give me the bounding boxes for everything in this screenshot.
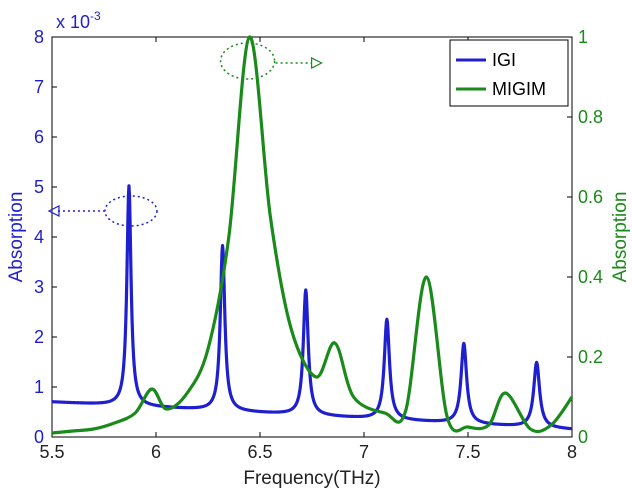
x-tick-label-0: 5.5 — [39, 442, 64, 462]
series-line-migim — [51, 35, 574, 435]
left-tick-label-8: 8 — [34, 27, 44, 47]
series-line-igi — [50, 184, 574, 431]
right-axis-ticks: 0 0.2 0.4 0.6 0.8 1 — [567, 27, 603, 447]
annotation-layer — [47, 42, 323, 227]
x-tick-label-4: 7.5 — [455, 442, 480, 462]
legend: IGI MIGIM — [449, 39, 569, 107]
right-tick-label-5: 1 — [578, 27, 588, 47]
migim-annotation-ellipse — [219, 42, 276, 80]
x-axis-label: Frequency(THz) — [243, 468, 380, 489]
left-tick-label-3: 3 — [34, 277, 44, 297]
right-tick-label-3: 0.6 — [578, 187, 603, 207]
x-axis-ticks: 5.5 6 6.5 7 7.5 8 — [39, 37, 577, 462]
left-tick-label-7: 7 — [34, 77, 44, 97]
y-axis-label-left: Absorption — [6, 192, 27, 283]
left-axis-ticks: 0 1 2 3 4 5 6 7 8 — [34, 27, 57, 447]
series-layer — [50, 35, 574, 435]
left-axis-multiplier-base: x 10 — [56, 12, 90, 32]
right-tick-label-4: 0.8 — [578, 107, 603, 127]
igi-annotation-ellipse — [104, 195, 158, 227]
legend-box — [449, 39, 569, 107]
x-tick-label-1: 6 — [151, 442, 161, 462]
left-axis-multiplier-exponent: -3 — [90, 9, 101, 23]
left-tick-label-0: 0 — [34, 427, 44, 447]
left-tick-label-5: 5 — [34, 177, 44, 197]
igi-annotation-arrow-head — [47, 205, 60, 217]
left-tick-label-2: 2 — [34, 327, 44, 347]
left-tick-label-1: 1 — [34, 377, 44, 397]
y-axis-label-right: Absorption — [610, 192, 631, 283]
right-tick-label-2: 0.4 — [578, 267, 603, 287]
left-tick-label-6: 6 — [34, 127, 44, 147]
right-tick-label-0: 0 — [578, 427, 588, 447]
legend-label-migim: MIGIM — [492, 79, 546, 99]
x-tick-label-5: 8 — [567, 442, 577, 462]
migim-annotation-arrow-head — [311, 57, 323, 69]
left-tick-label-4: 4 — [34, 227, 44, 247]
x-tick-label-3: 7 — [359, 442, 369, 462]
left-axis-multiplier: x 10-3 — [56, 9, 101, 32]
legend-label-igi: IGI — [492, 50, 516, 70]
x-tick-label-2: 6.5 — [247, 442, 272, 462]
right-tick-label-1: 0.2 — [578, 347, 603, 367]
